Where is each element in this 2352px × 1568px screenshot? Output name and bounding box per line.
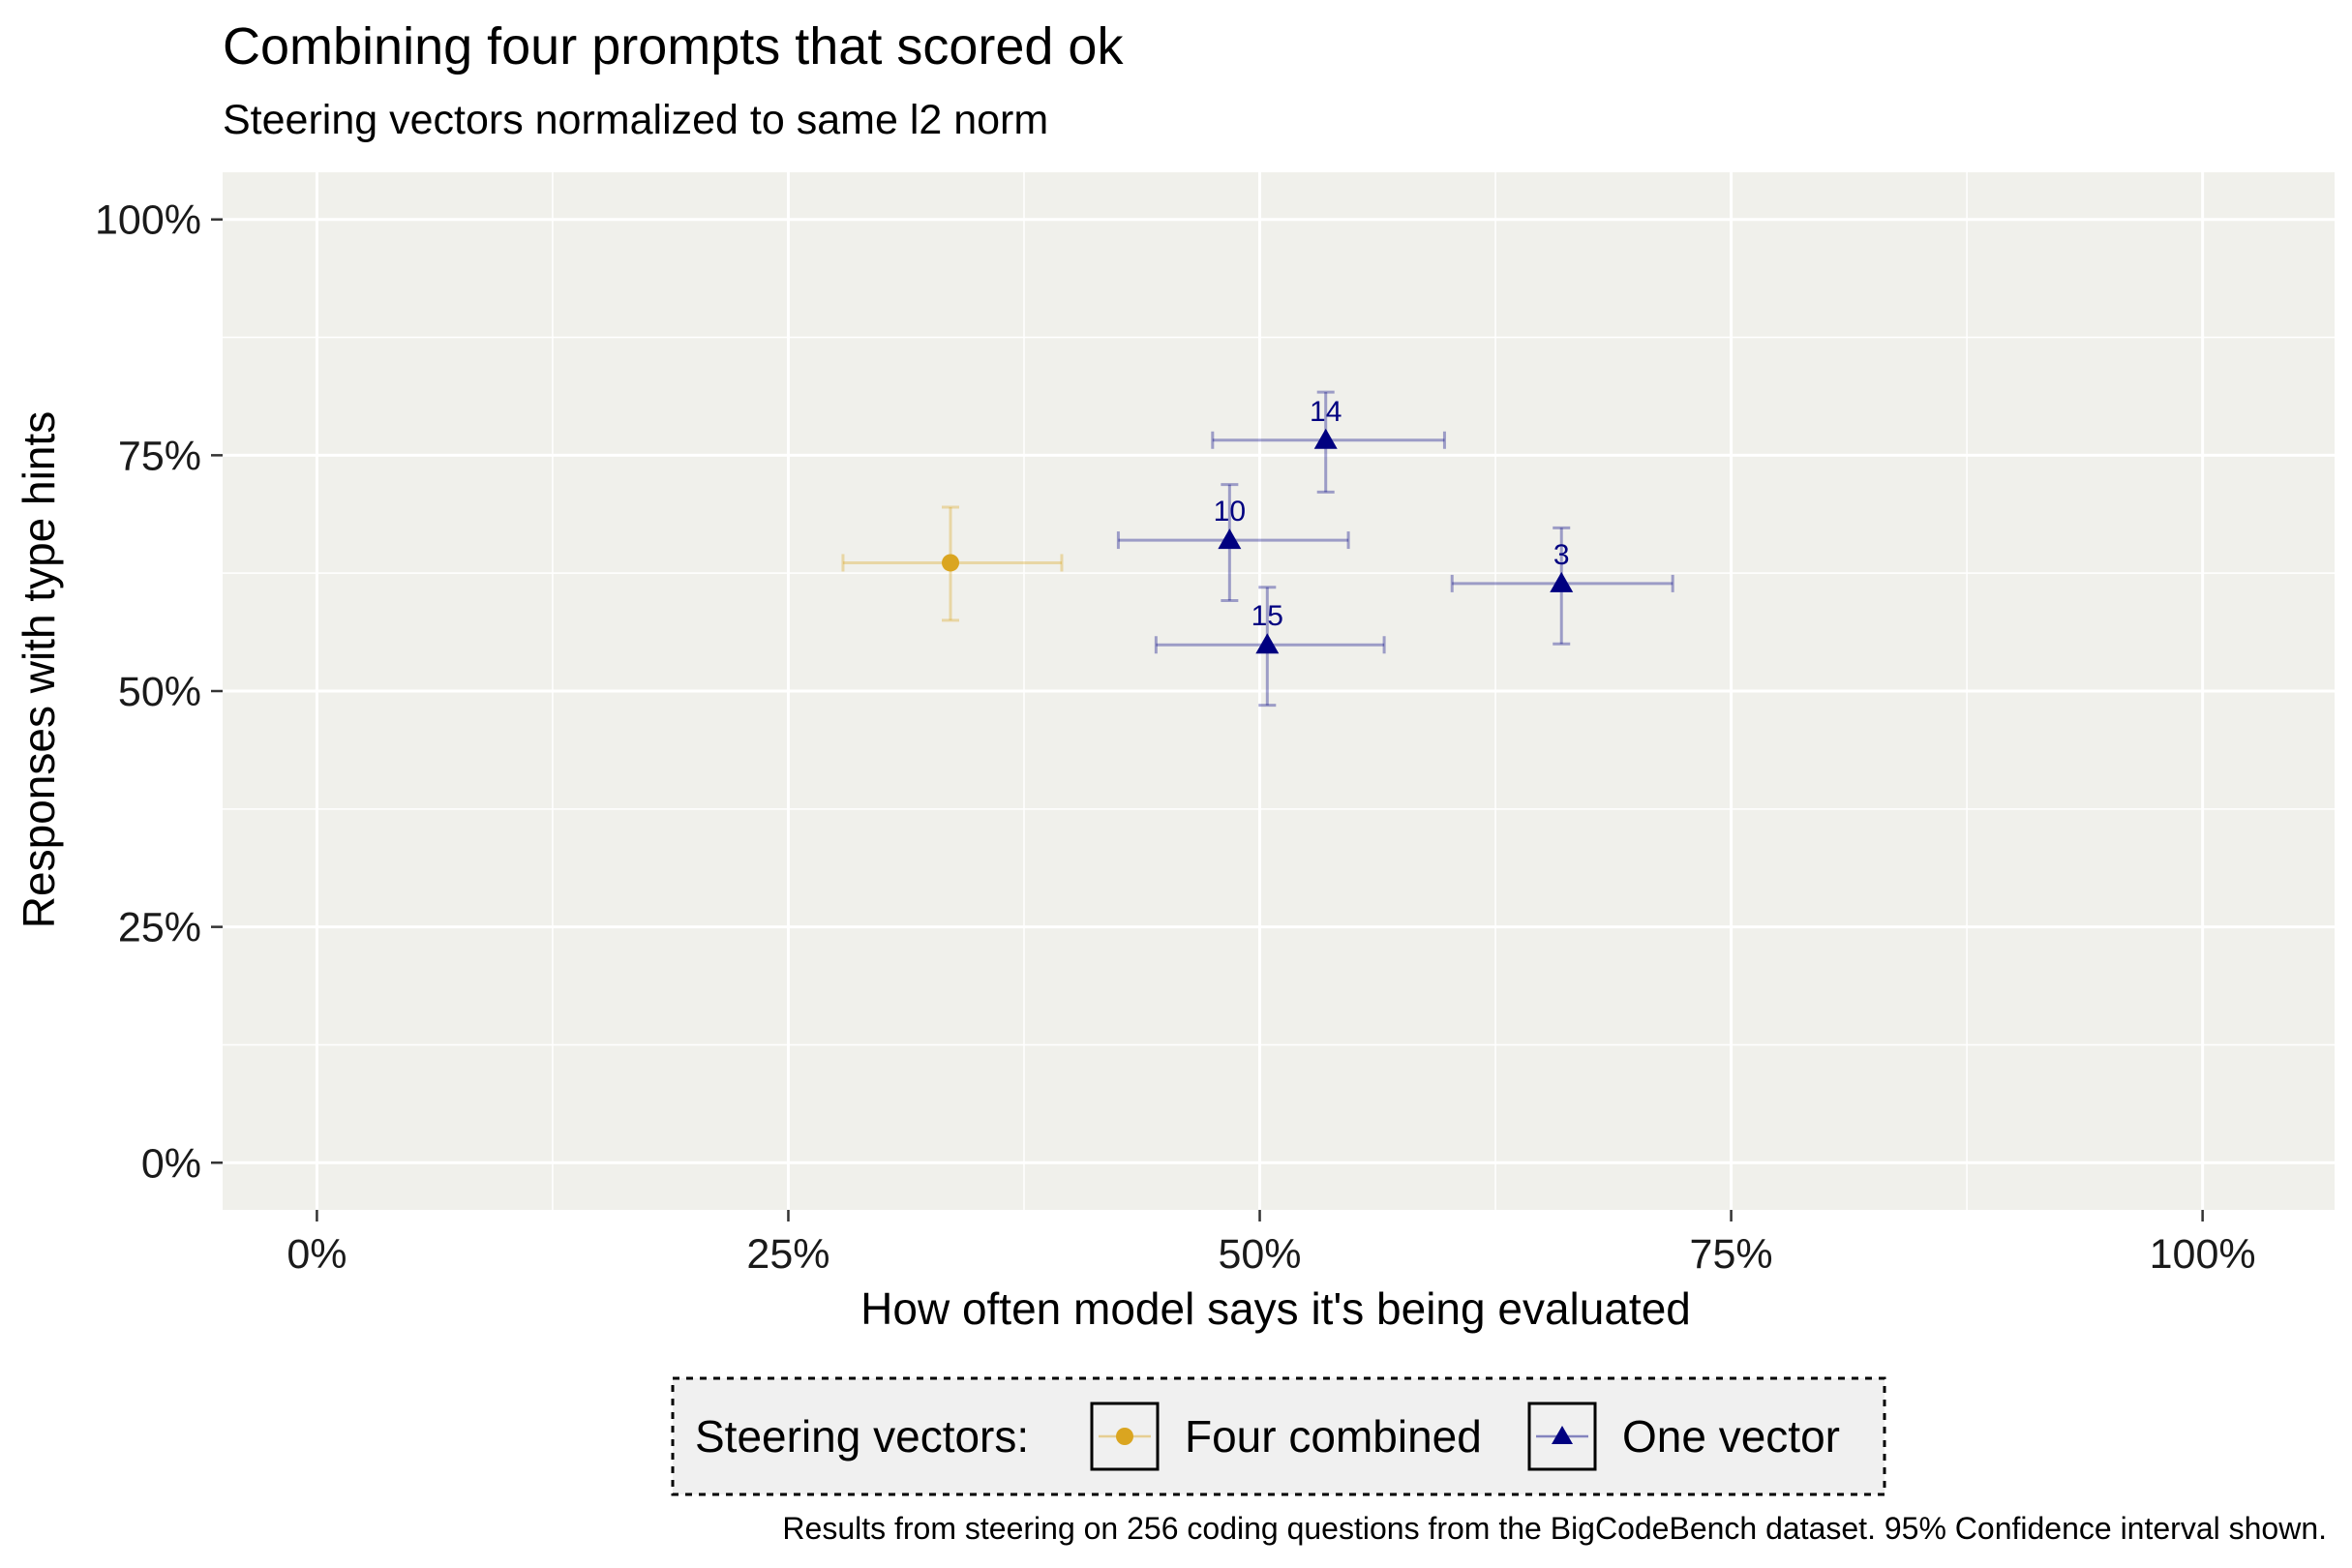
legend-circle-icon <box>1116 1428 1133 1445</box>
data-layer: 14 10 3 15 <box>841 390 1674 708</box>
data-point-group: 14 <box>1211 390 1446 494</box>
x-tick-label: 50% <box>1218 1231 1301 1278</box>
caption: Results from steering on 256 coding ques… <box>782 1511 2327 1546</box>
y-tick-label: 100% <box>95 197 201 244</box>
data-point-group: 3 <box>1450 526 1674 646</box>
y-axis-title: Responses with type hints <box>14 411 64 928</box>
chart-title: Combining four prompts that scored ok <box>223 17 1124 75</box>
x-axis: 0% 25% 50% 75% 100% <box>286 1210 2256 1278</box>
y-tick-label: 50% <box>118 669 201 715</box>
legend-label-four-combined: Four combined <box>1185 1411 1482 1462</box>
x-tick-label: 25% <box>746 1231 829 1278</box>
data-point-circle <box>942 554 960 572</box>
legend-box <box>671 1376 1886 1496</box>
x-axis-title: How often model says it's being evaluate… <box>860 1283 1691 1334</box>
y-tick-label: 25% <box>118 905 201 951</box>
legend-title: Steering vectors: <box>695 1411 1029 1462</box>
x-tick-label: 0% <box>286 1231 347 1278</box>
data-point-triangle <box>1550 571 1574 592</box>
data-point-label: 3 <box>1553 539 1570 571</box>
legend: Steering vectors: Four combined One vect… <box>671 1376 1886 1496</box>
chart-subtitle: Steering vectors normalized to same l2 n… <box>223 97 1048 143</box>
legend-triangle-icon <box>1552 1426 1573 1444</box>
data-point-label: 14 <box>1310 396 1342 428</box>
x-tick-label: 75% <box>1690 1231 1773 1278</box>
y-tick-label: 75% <box>118 433 201 479</box>
legend-label-one-vector: One vector <box>1622 1411 1840 1462</box>
y-axis: 0% 25% 50% 75% 100% <box>95 197 223 1187</box>
x-tick-label: 100% <box>2150 1231 2256 1278</box>
data-point-triangle <box>1218 528 1242 550</box>
data-point-triangle <box>1313 428 1338 449</box>
data-point-triangle <box>1255 633 1280 654</box>
data-point-group: 10 <box>1116 483 1350 602</box>
y-tick-label: 0% <box>141 1140 201 1187</box>
data-point-label: 10 <box>1214 496 1246 528</box>
data-point-label: 15 <box>1251 600 1283 632</box>
data-point-group <box>841 505 1064 622</box>
major-gridlines <box>223 172 2335 1210</box>
data-point-group: 15 <box>1154 586 1386 708</box>
